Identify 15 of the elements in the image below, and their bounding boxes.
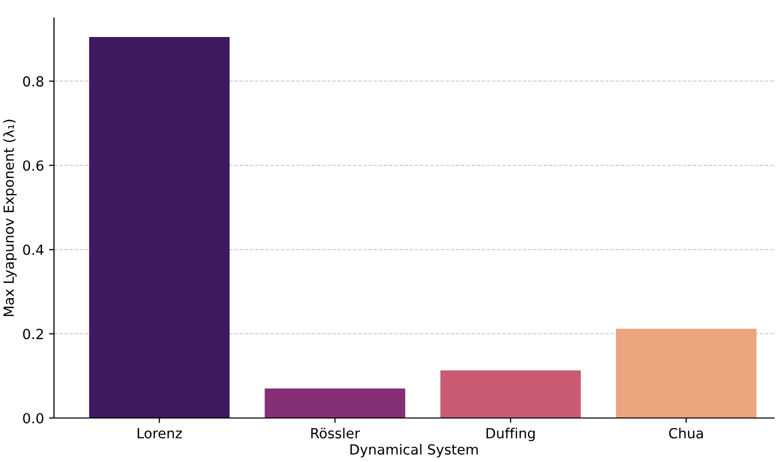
x-tick-label: Rössler <box>311 428 360 438</box>
bar <box>616 328 756 418</box>
x-tick-label: Chua <box>669 428 703 438</box>
y-tick-label: 0.2 <box>23 328 43 340</box>
y-tick-label: 0.0 <box>23 412 44 424</box>
y-tick-label: 0.4 <box>23 244 44 256</box>
bar <box>440 370 581 418</box>
bar <box>264 388 406 418</box>
y-tick-label: 0.8 <box>23 76 44 87</box>
x-tick-label: Duffing <box>486 428 535 442</box>
y-axis-title: Max Lyapunov Exponent (λ₁) <box>3 120 17 316</box>
x-tick-label: Lorenz <box>138 428 182 438</box>
bar <box>89 36 230 418</box>
y-tick-label: 0.6 <box>23 160 44 171</box>
x-axis-title: Dynamical System <box>350 444 478 458</box>
